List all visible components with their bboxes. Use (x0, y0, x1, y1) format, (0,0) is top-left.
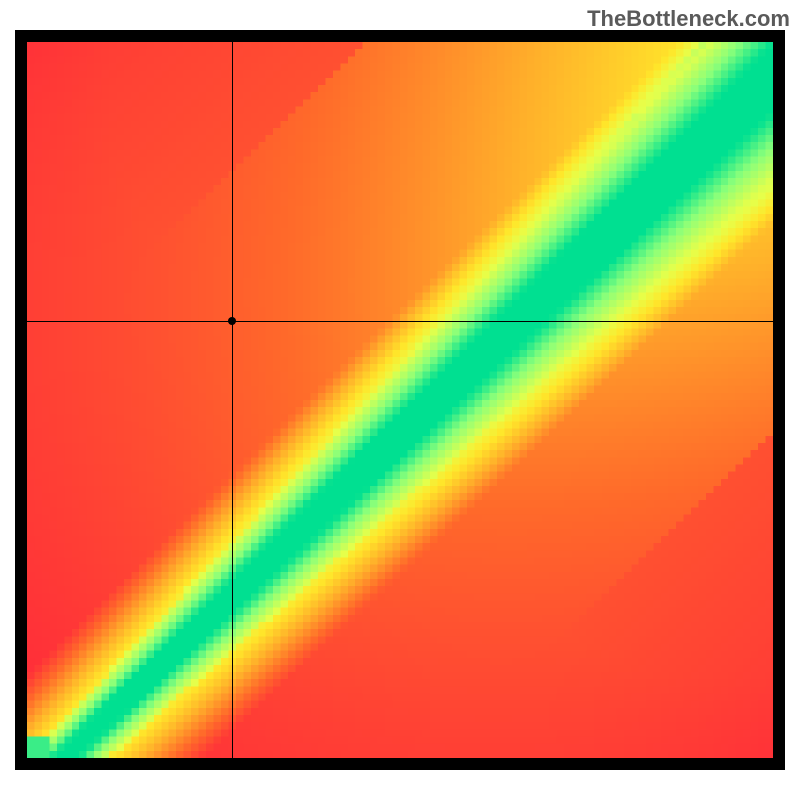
plot-frame (15, 30, 785, 770)
crosshair-vertical (232, 42, 233, 758)
heatmap-canvas (27, 42, 773, 758)
marker-dot (228, 317, 236, 325)
crosshair-horizontal (27, 321, 773, 322)
plot-area (27, 42, 773, 758)
watermark-text: TheBottleneck.com (587, 6, 790, 32)
